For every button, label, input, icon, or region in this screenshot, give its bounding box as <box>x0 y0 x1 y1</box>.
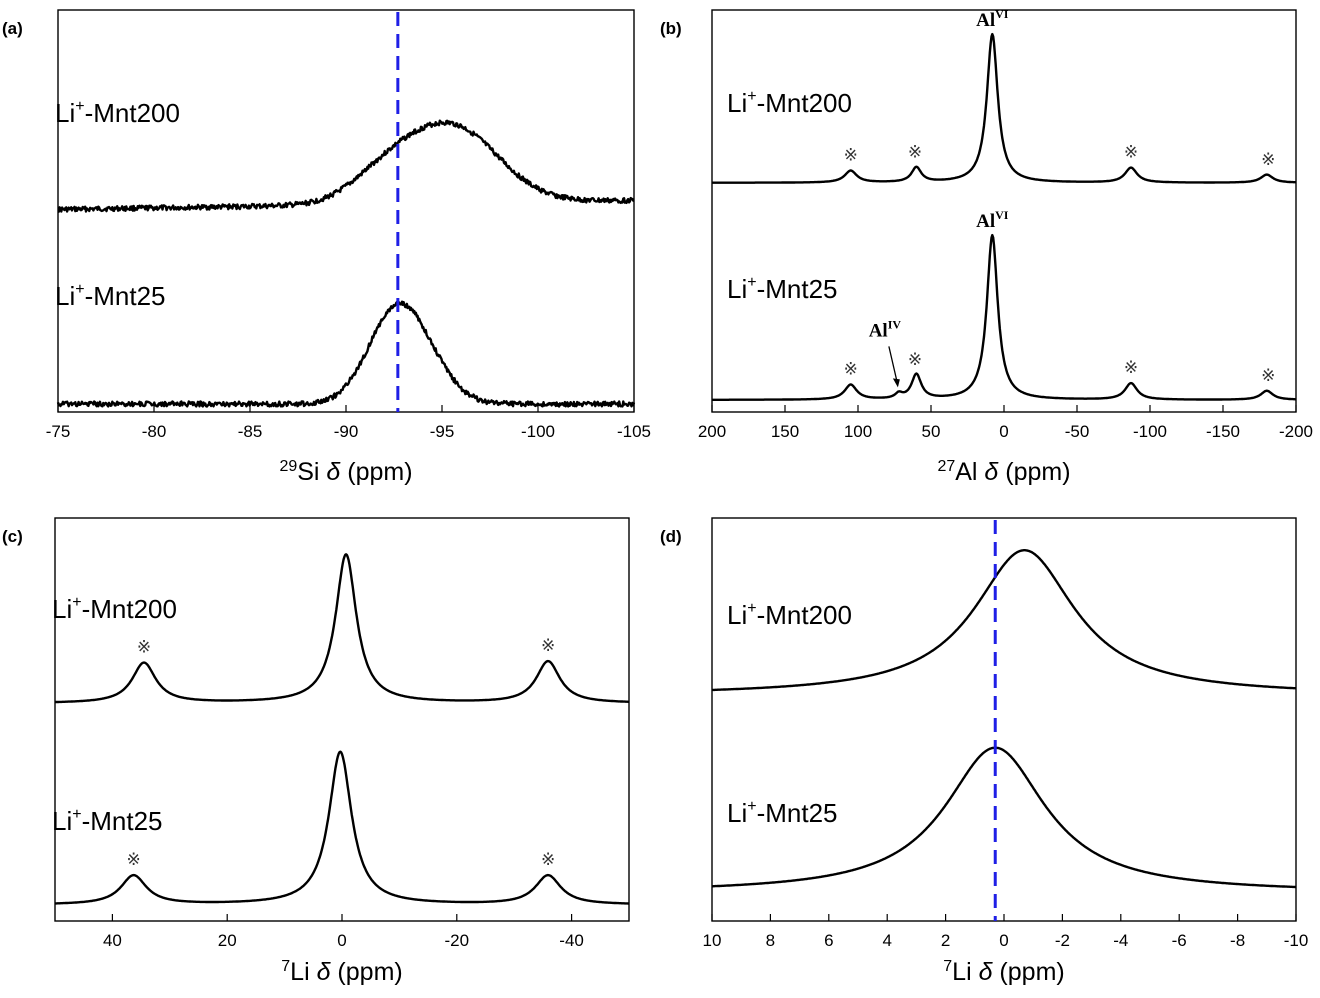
x-tick-label: -105 <box>617 422 651 441</box>
peak-label: AlVI <box>976 7 1009 31</box>
spinning-sideband-marker: ※ <box>844 146 858 166</box>
panel-c: (c) 40 20 0 -20 -40 7Li δ (ppm) Li+-Mnt200 ※ ※ Li+… <box>2 517 630 986</box>
spinning-sideband-marker: ※ <box>908 350 922 370</box>
spinning-sideband-marker: ※ <box>1124 358 1138 378</box>
panel-label: (d) <box>660 527 682 546</box>
x-tick-label: 150 <box>771 422 799 441</box>
x-tick-label: -150 <box>1206 422 1240 441</box>
x-tick-label: 200 <box>698 422 726 441</box>
spectrum-trace <box>711 549 1297 692</box>
series-label: Li+-Mnt200 <box>727 88 852 118</box>
x-tick-label: -85 <box>238 422 263 441</box>
x-tick-label: -50 <box>1065 422 1090 441</box>
panel-a: (a) -75 -80 -85 -90 -95 -100 -105 29Si δ (ppm) Li… <box>2 9 651 486</box>
x-tick-label: -95 <box>430 422 455 441</box>
spinning-sideband-marker: ※ <box>127 850 141 870</box>
panel-d: (d) 10 8 6 4 2 0 -2 -4 -6 -8 -10 7Li δ (ppm) Li+-Mnt2… <box>660 517 1309 986</box>
spectrum-trace <box>57 119 635 213</box>
x-axis-title: 29Si δ (ppm) <box>279 458 412 486</box>
x-tick-label: 0 <box>999 422 1008 441</box>
spinning-sideband-marker: ※ <box>541 850 555 870</box>
x-tick-label: 8 <box>766 931 775 950</box>
spinning-sideband-marker: ※ <box>137 638 151 658</box>
x-tick-label: 100 <box>844 422 872 441</box>
x-tick-label: -2 <box>1055 931 1070 950</box>
spectrum-trace <box>54 750 630 905</box>
x-tick-label: 2 <box>941 931 950 950</box>
al-iv-label: AlIV <box>869 317 902 341</box>
x-axis-title: 7Li δ (ppm) <box>281 958 402 986</box>
x-tick-label: 40 <box>103 931 122 950</box>
x-tick-label: 10 <box>703 931 722 950</box>
x-tick-label: 0 <box>999 931 1008 950</box>
series-label: Li+-Mnt200 <box>55 98 180 128</box>
peak-label: AlVI <box>976 208 1009 232</box>
series-label: Li+-Mnt25 <box>727 274 838 304</box>
x-tick-label: -75 <box>46 422 71 441</box>
spinning-sideband-marker: ※ <box>1261 150 1275 170</box>
x-tick-label: 20 <box>218 931 237 950</box>
series-label: Li+-Mnt200 <box>52 594 177 624</box>
spinning-sideband-marker: ※ <box>908 143 922 163</box>
panel-b: (b) 200 150 100 50 0 -50 -100 -150 -200 27Al δ (pp… <box>660 7 1313 486</box>
plot-frame <box>57 9 635 413</box>
x-tick-label: -4 <box>1113 931 1128 950</box>
x-tick-label: -90 <box>334 422 359 441</box>
x-tick-label: -40 <box>559 931 584 950</box>
al-iv-arrowhead <box>892 378 900 388</box>
series-label: Li+-Mnt25 <box>55 281 166 311</box>
x-tick-label: -10 <box>1284 931 1309 950</box>
spectrum-trace <box>711 32 1297 184</box>
x-tick-label: -100 <box>521 422 555 441</box>
plot-frame <box>711 517 1297 922</box>
x-tick-label: 6 <box>824 931 833 950</box>
spinning-sideband-marker: ※ <box>541 636 555 656</box>
x-tick-label: -20 <box>445 931 470 950</box>
series-label: Li+-Mnt25 <box>727 798 838 828</box>
panel-label: (b) <box>660 19 682 38</box>
x-tick-label: 0 <box>337 931 346 950</box>
x-tick-label: 50 <box>922 422 941 441</box>
spinning-sideband-marker: ※ <box>1124 143 1138 163</box>
x-axis-title: 27Al δ (ppm) <box>937 458 1070 486</box>
spectrum-trace <box>711 746 1297 889</box>
series-label: Li+-Mnt25 <box>52 806 163 836</box>
spectrum-trace <box>711 233 1297 401</box>
spinning-sideband-marker: ※ <box>844 360 858 380</box>
x-tick-label: -6 <box>1172 931 1187 950</box>
series-label: Li+-Mnt200 <box>727 600 852 630</box>
spectrum-trace <box>56 300 636 408</box>
x-tick-label: -100 <box>1133 422 1167 441</box>
spinning-sideband-marker: ※ <box>1261 366 1275 386</box>
panel-label: (a) <box>2 19 23 38</box>
x-tick-label: 4 <box>882 931 891 950</box>
x-tick-label: -200 <box>1279 422 1313 441</box>
x-tick-label: -8 <box>1230 931 1245 950</box>
x-tick-label: -80 <box>142 422 167 441</box>
spectrum-trace <box>54 553 630 704</box>
x-axis-title: 7Li δ (ppm) <box>943 958 1064 986</box>
panel-label: (c) <box>2 527 23 546</box>
